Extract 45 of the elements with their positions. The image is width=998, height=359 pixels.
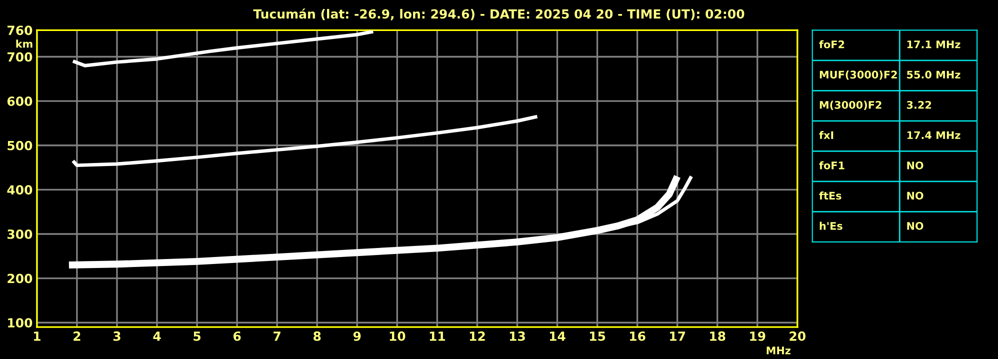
x-tick-label: 20 (790, 331, 806, 341)
text: foF2 (819, 40, 844, 48)
y-tick-label: 400 (7, 185, 32, 195)
text: 17.4 MHz (907, 131, 960, 139)
y-tick-label: 700 (8, 52, 32, 62)
x-tick-label: 14 (550, 332, 566, 341)
text: MUF(3000)F2 (820, 70, 897, 80)
x-tick-label: 6 (233, 331, 241, 341)
text: NO (907, 222, 924, 230)
y-tick-label: 100 (8, 318, 32, 328)
x-tick-label: 19 (750, 331, 766, 341)
y-tick-label: 760 (8, 26, 32, 36)
chart-title: Tucumán (lat: -26.9, lon: 294.6) - DATE: 2025 04 20 - TIME (UT): 02:00 (253, 8, 744, 20)
text: 3.22 (906, 100, 932, 109)
x-tick-label: 5 (194, 332, 200, 341)
x-tick-label: 17 (670, 332, 686, 341)
x-tick-label: 16 (630, 331, 646, 341)
y-tick-label: 200 (8, 274, 32, 284)
text: NO (907, 161, 924, 170)
x-tick-label: 11 (430, 332, 446, 341)
y-tick-label: 300 (8, 229, 32, 239)
x-tick-label: 9 (353, 331, 361, 341)
y-axis-title: km (16, 40, 32, 48)
text: ftEs (819, 192, 842, 200)
x-tick-label: 8 (314, 331, 321, 341)
x-tick-label: 15 (590, 332, 606, 341)
x-tick-label: 3 (113, 331, 120, 341)
text: fxI (819, 131, 834, 139)
text: foF1 (819, 161, 844, 170)
text: 55.0 MHz (907, 70, 960, 79)
text: 17.1 MHz (907, 40, 960, 48)
x-tick-label: 13 (510, 331, 525, 341)
x-tick-label: 2 (74, 331, 80, 341)
x-tick-label: 1 (34, 332, 40, 341)
y-tick-label: 600 (7, 96, 32, 106)
x-tick-label: 7 (274, 332, 280, 341)
text: h'Es (820, 222, 842, 230)
y-tick-label: 500 (8, 140, 32, 150)
x-axis-title: MHz (766, 346, 790, 354)
x-tick-label: 10 (390, 331, 406, 341)
x-tick-label: 4 (153, 332, 161, 341)
x-tick-label: 12 (470, 331, 485, 341)
text: M(3000)F2 (820, 100, 882, 110)
x-tick-label: 18 (710, 331, 726, 341)
text: NO (907, 192, 924, 200)
